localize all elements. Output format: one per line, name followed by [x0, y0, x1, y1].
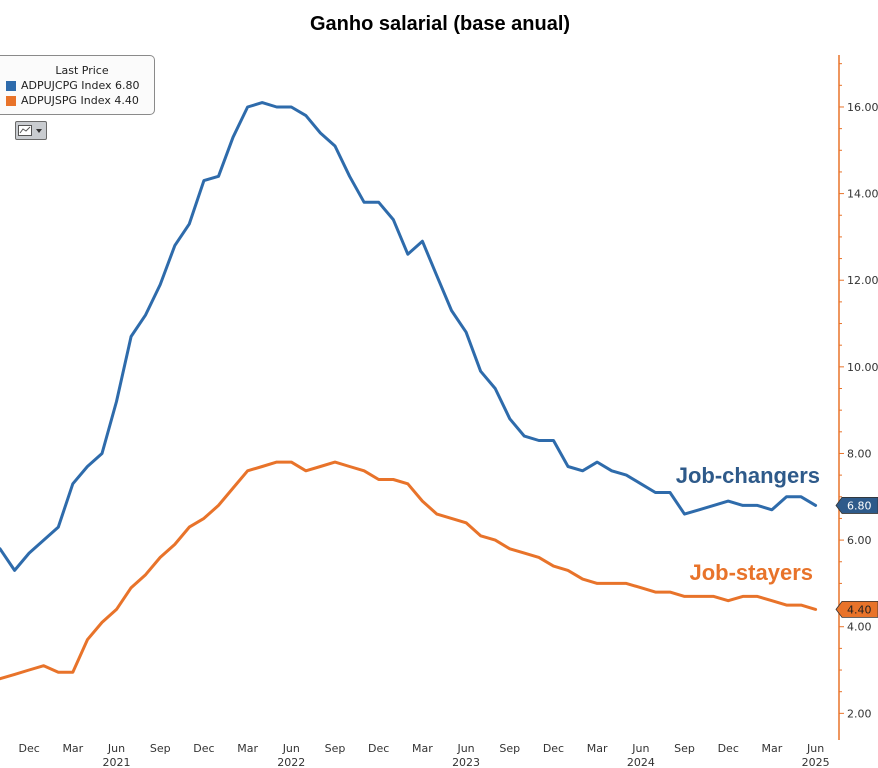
legend-item-job-stayers: ADPUJSPG Index 4.40 — [6, 94, 154, 107]
last-value-tag — [835, 497, 878, 514]
x-tick-label: Jun — [282, 742, 300, 755]
legend-swatch-orange — [6, 95, 16, 106]
series-label-job-changers: Job-changers — [676, 463, 820, 488]
x-tick-label: Dec — [193, 742, 214, 755]
y-tick-label: 4.00 — [847, 621, 872, 634]
series-label-job-stayers: Job-stayers — [689, 560, 813, 585]
series-layer: 6.80 4.40 — [0, 101, 878, 681]
x-tick-label: Jun — [107, 742, 125, 755]
y-tick-label: 16.00 — [847, 101, 878, 114]
series-line-job-stayers — [0, 460, 818, 681]
y-tick-label: 6.00 — [847, 534, 872, 547]
x-tick-label: Dec — [18, 742, 39, 755]
y-axis: 2.00 4.00 6.00 8.00 10.00 12.00 14.00 16.00 — [838, 55, 878, 740]
x-year-label: 2024 — [627, 756, 655, 768]
legend: Last Price ADPUJCPG Index 6.80 ADPUJSPG … — [0, 55, 155, 115]
x-tick-label: Mar — [62, 742, 83, 755]
x-tick-label: Mar — [587, 742, 608, 755]
y-tick-label: 8.00 — [847, 447, 872, 460]
x-tick-label: Sep — [325, 742, 346, 755]
legend-label: ADPUJSPG Index 4.40 — [21, 94, 139, 107]
series-line-job-changers — [0, 101, 818, 572]
y-tick-label: 10.00 — [847, 361, 878, 374]
x-tick-label: Sep — [674, 742, 695, 755]
y-tick-label: 12.00 — [847, 274, 878, 287]
y-tick-label: 2.00 — [847, 707, 872, 720]
x-tick-label: Dec — [368, 742, 389, 755]
legend-swatch-blue — [6, 80, 16, 91]
x-tick-label: Sep — [499, 742, 520, 755]
x-tick-label: Sep — [150, 742, 171, 755]
x-tick-label: Jun — [631, 742, 649, 755]
chart-title: Ganho salarial (base anual) — [310, 13, 570, 35]
last-value-label: 6.80 — [847, 499, 872, 512]
chevron-down-icon — [36, 128, 42, 133]
x-year-label: 2023 — [452, 756, 480, 768]
x-year-label: 2022 — [277, 756, 305, 768]
x-tick-label: Mar — [237, 742, 258, 755]
chart-type-button[interactable] — [15, 121, 47, 140]
x-tick-label: Mar — [762, 742, 783, 755]
x-year-label: 2025 — [802, 756, 830, 768]
legend-label: ADPUJCPG Index 6.80 — [21, 79, 140, 92]
x-tick-label: Dec — [543, 742, 564, 755]
legend-header: Last Price — [55, 64, 109, 77]
x-year-label: 2021 — [103, 756, 131, 768]
last-value-tag — [835, 600, 878, 618]
legend-item-job-changers: ADPUJCPG Index 6.80 — [6, 79, 154, 92]
x-tick-label: Mar — [412, 742, 433, 755]
last-value-label: 4.40 — [847, 603, 872, 616]
y-tick-label: 14.00 — [847, 188, 878, 201]
x-tick-label: Jun — [456, 742, 474, 755]
x-tick-label: Dec — [718, 742, 739, 755]
line-chart-icon — [18, 125, 32, 136]
series-labels: Job-changers Job-stayers — [676, 463, 820, 585]
x-tick-label: Jun — [806, 742, 824, 755]
